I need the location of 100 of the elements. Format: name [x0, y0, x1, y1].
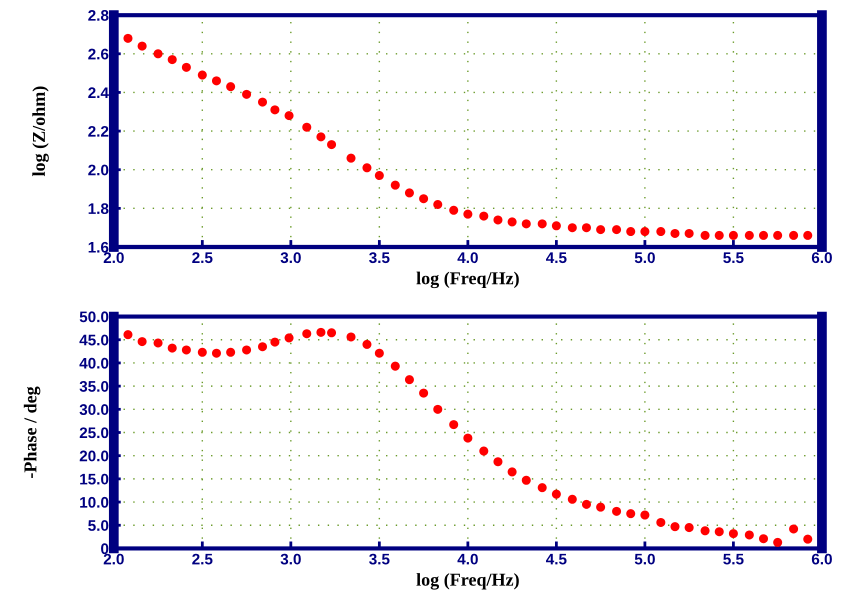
- point: [374, 171, 384, 180]
- point: [656, 227, 666, 236]
- point: [419, 388, 428, 398]
- point: [433, 404, 442, 414]
- y-tick-label: 35.0: [80, 380, 108, 392]
- point: [759, 230, 768, 240]
- point: [684, 228, 694, 238]
- x-tick-label: 6.0: [812, 252, 832, 264]
- point: [138, 337, 147, 346]
- point: [803, 230, 812, 240]
- point: [327, 328, 336, 338]
- x-tick-label: 3.5: [369, 554, 390, 565]
- point: [346, 332, 356, 342]
- x-tick-label: 6.0: [812, 554, 832, 565]
- point: [479, 446, 488, 456]
- y-tick-label: 45.0: [79, 334, 108, 346]
- y-axis-title: log (Z/ohm): [32, 86, 49, 176]
- x-tick-label: 4.0: [457, 252, 478, 264]
- point: [493, 215, 502, 224]
- point: [596, 225, 606, 234]
- point: [168, 344, 177, 353]
- point: [568, 494, 577, 504]
- point: [123, 330, 132, 340]
- point: [656, 518, 666, 527]
- x-tick-label: 3.5: [369, 252, 390, 264]
- y-tick-label: 40.0: [79, 358, 108, 369]
- point: [744, 530, 754, 540]
- point: [242, 90, 252, 99]
- point: [759, 534, 768, 544]
- x-tick-label: 5.5: [723, 554, 744, 565]
- y-tick-label: 0: [101, 543, 108, 554]
- point: [302, 122, 312, 132]
- point: [270, 338, 280, 347]
- y-tick-label: 20.0: [80, 450, 108, 462]
- x-tick-label: 4.5: [546, 554, 567, 565]
- y-tick-label: 5.0: [88, 520, 108, 531]
- y-tick-label: 2.4: [88, 87, 109, 98]
- point: [479, 212, 488, 221]
- point: [538, 483, 547, 492]
- point: [449, 420, 458, 430]
- point: [538, 219, 547, 228]
- point: [773, 538, 782, 547]
- point: [626, 509, 636, 518]
- point: [552, 490, 561, 499]
- point: [493, 457, 502, 466]
- point: [612, 506, 622, 516]
- point: [198, 70, 207, 80]
- point: [789, 230, 798, 240]
- point: [508, 467, 517, 476]
- y-axis-title: -Phase / deg: [24, 386, 40, 478]
- x-tick-label: 3.0: [280, 252, 301, 264]
- point: [316, 132, 326, 142]
- point: [302, 329, 312, 338]
- y-tick-label: 2.0: [88, 164, 108, 176]
- x-tick-label: 4.5: [546, 252, 567, 264]
- y-tick-label: 30.0: [80, 404, 108, 416]
- point: [789, 524, 798, 534]
- point: [522, 219, 531, 228]
- point: [596, 502, 606, 512]
- x-tick-label: 5.5: [723, 252, 744, 264]
- y-tick-label: 10.0: [80, 496, 108, 508]
- point: [419, 194, 428, 204]
- point: [154, 338, 163, 348]
- x-tick-label: 3.0: [280, 554, 301, 565]
- point: [327, 140, 336, 150]
- point: [258, 342, 268, 352]
- point: [700, 230, 710, 240]
- x-tick-label: 2.0: [104, 554, 124, 565]
- point: [582, 223, 591, 232]
- point: [803, 534, 812, 544]
- point: [390, 180, 400, 190]
- y-tick-label: 2.6: [88, 48, 108, 60]
- y-tick-label: 1.6: [88, 242, 108, 253]
- x-tick-label: 5.0: [634, 252, 655, 264]
- point: [670, 228, 680, 238]
- point: [433, 200, 442, 210]
- point: [714, 230, 724, 240]
- point: [522, 476, 531, 485]
- point: [284, 111, 294, 120]
- point: [362, 163, 372, 172]
- point: [684, 523, 694, 532]
- point: [612, 225, 622, 234]
- x-tick-label: 2.0: [104, 252, 124, 264]
- x-tick-label: 2.5: [192, 252, 213, 264]
- point: [670, 522, 680, 532]
- point: [182, 62, 191, 72]
- y-tick-label: 15.0: [80, 474, 108, 485]
- point: [154, 49, 163, 58]
- point: [242, 345, 252, 354]
- point: [744, 230, 754, 240]
- point: [258, 98, 268, 107]
- y-tick-label: 50.0: [80, 311, 108, 322]
- point: [123, 34, 132, 43]
- point: [582, 500, 591, 509]
- point: [182, 345, 191, 354]
- y-tick-label: 2.2: [88, 126, 108, 137]
- point: [270, 105, 280, 114]
- x-tick-label: 2.5: [192, 554, 213, 565]
- point: [362, 340, 372, 349]
- x-tick-label: 4.0: [457, 554, 478, 565]
